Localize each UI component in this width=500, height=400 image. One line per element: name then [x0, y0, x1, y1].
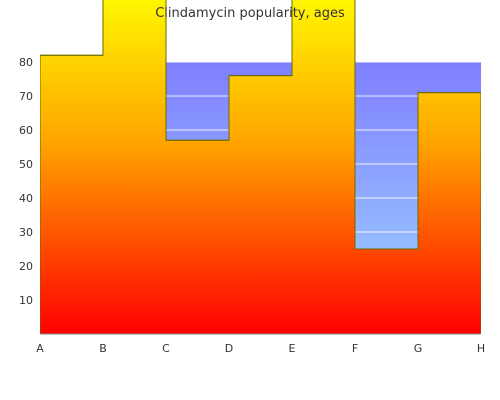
x-tick-label-B: B	[99, 342, 107, 355]
y-tick-label-50: 50	[19, 158, 33, 171]
chart-title: Clindamycin popularity, ages	[155, 6, 345, 21]
y-tick-label-10: 10	[19, 294, 33, 307]
area-series-fill	[40, 0, 481, 334]
y-tick-label-80: 80	[19, 56, 33, 69]
y-tick-label-40: 40	[19, 192, 33, 205]
y-tick-label-70: 70	[19, 90, 33, 103]
area-series-layer	[40, 0, 481, 334]
y-tick-label-30: 30	[19, 226, 33, 239]
x-tick-label-F: F	[352, 342, 358, 355]
x-tick-label-C: C	[162, 342, 170, 355]
x-tick-label-E: E	[289, 342, 296, 355]
axes: 10 20 30 40 50 60 70 80 A B C D E F G H	[19, 56, 485, 355]
y-tick-label-60: 60	[19, 124, 33, 137]
x-tick-label-G: G	[414, 342, 423, 355]
y-tick-label-20: 20	[19, 260, 33, 273]
x-tick-label-H: H	[477, 342, 485, 355]
x-tick-label-A: A	[36, 342, 44, 355]
x-tick-label-D: D	[225, 342, 233, 355]
